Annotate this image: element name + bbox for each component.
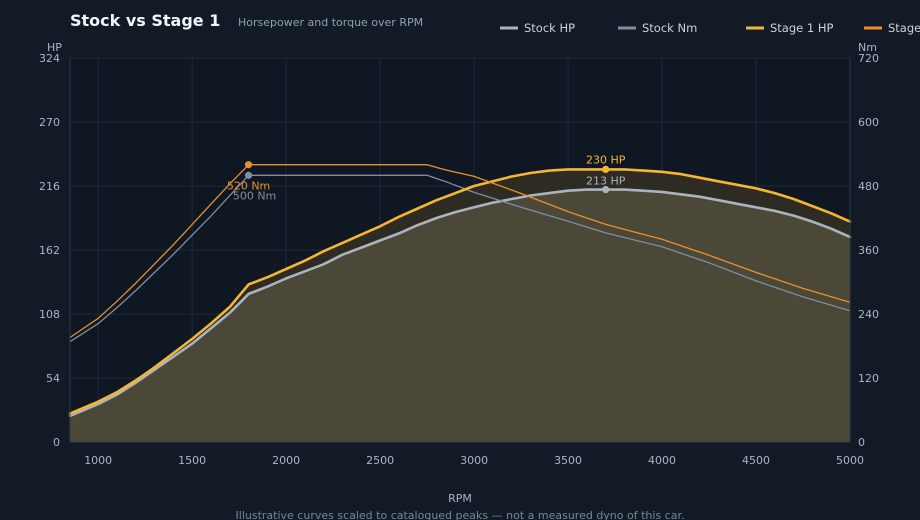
peak-marker-stock-hp <box>602 185 610 194</box>
stock-hp-area <box>70 189 850 442</box>
legend-label-stage-1-hp: Stage 1 HP <box>770 21 834 35</box>
peak-marker-stage-1-hp <box>602 165 610 174</box>
x-tick-label: 1000 <box>84 454 112 467</box>
y-axis-right-label: Nm <box>858 41 877 54</box>
legend-label-stock-nm: Stock Nm <box>642 21 697 35</box>
peak-label-stock-hp: 213 HP <box>586 175 626 188</box>
x-tick-label: 3000 <box>460 454 488 467</box>
x-tick-label: 5000 <box>836 454 864 467</box>
y-tick-label-right: 120 <box>858 372 879 385</box>
chart-title: Stock vs Stage 1 <box>70 11 220 30</box>
y-tick-label-left: 216 <box>39 180 60 193</box>
x-tick-label: 3500 <box>554 454 582 467</box>
y-tick-label-right: 720 <box>858 52 879 65</box>
series-lines <box>68 164 852 418</box>
series-line-stage-1-nm <box>69 164 851 339</box>
legend: Stock HP Stock Nm Stage 1 HP Stage 1 Nm <box>500 21 920 35</box>
y-tick-label-left: 108 <box>39 308 60 321</box>
y-tick-label-right: 600 <box>858 116 879 129</box>
peak-label-stock-nm: 500 Nm <box>233 189 276 202</box>
peak-marker-stage-1-nm <box>244 161 253 169</box>
x-tick-label: 4000 <box>648 454 676 467</box>
peak-label-stage-1-nm: 520 Nm <box>227 180 270 193</box>
y-axis-left-label: HP <box>47 41 62 54</box>
x-axis-label: RPM <box>448 492 472 505</box>
x-tick-label: 2000 <box>272 454 300 467</box>
y-tick-label-left: 0 <box>53 436 60 449</box>
series-line-stage-1-hp <box>68 168 852 415</box>
x-tick-label: 2500 <box>366 454 394 467</box>
footnote: Illustrative curves scaled to catalogued… <box>236 509 685 520</box>
y-tick-label-left: 270 <box>39 116 60 129</box>
legend-label-stage-1-nm: Stage 1 Nm <box>888 21 920 35</box>
y-tick-label-right: 480 <box>858 180 879 193</box>
y-tick-label-left: 324 <box>39 52 60 65</box>
peak-marker-stock-nm <box>244 171 253 179</box>
y-tick-label-right: 0 <box>858 436 865 449</box>
series-line-stock-hp <box>68 188 852 418</box>
peak-label-stage-1-hp: 230 HP <box>586 153 626 166</box>
y-tick-label-left: 162 <box>39 244 60 257</box>
legend-label-stock-hp: Stock HP <box>524 21 575 35</box>
axes: 1000 1500 2000 2500 3000 3500 4000 4500 5000 0 54 1… <box>39 52 879 467</box>
y-tick-label-right: 240 <box>858 308 879 321</box>
y-tick-label-left: 54 <box>46 372 60 385</box>
x-tick-label: 1500 <box>178 454 206 467</box>
series-line-stock-nm <box>69 174 851 343</box>
chart-subtitle: Horsepower and torque over RPM <box>238 16 423 29</box>
x-tick-label: 4500 <box>742 454 770 467</box>
y-tick-label-right: 360 <box>858 244 879 257</box>
